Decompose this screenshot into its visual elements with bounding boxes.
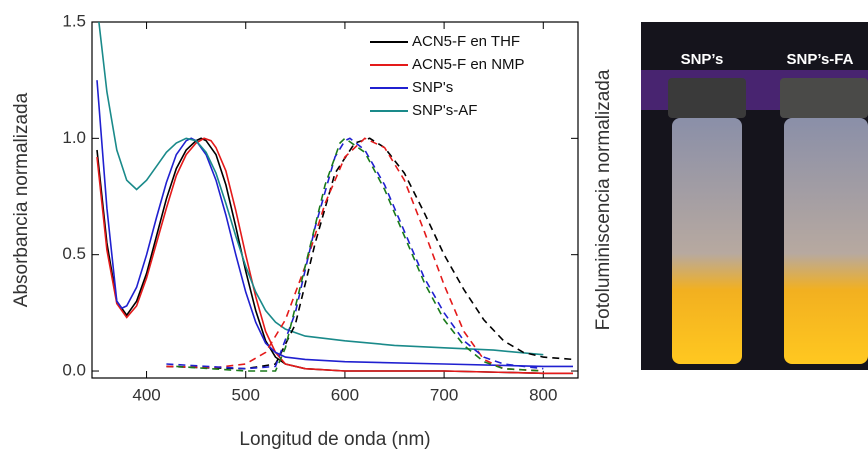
series-line: [166, 137, 544, 372]
x-tick-label: 700: [430, 385, 458, 404]
y-tick-label: 1.0: [62, 128, 86, 147]
x-tick-label: 600: [331, 385, 359, 404]
vial: [672, 118, 742, 364]
legend-label: SNP's-AF: [412, 102, 477, 119]
photo-label: SNP’s: [681, 51, 724, 68]
y-tick-label: 0.0: [62, 361, 86, 380]
photo-label: SNP’s-FA: [787, 51, 854, 68]
y2-axis-label: Fotoluminiscencia normalizada: [593, 69, 614, 330]
legend-label: ACN5-F en THF: [412, 33, 520, 50]
cap: [668, 78, 746, 118]
plot-frame: [91, 21, 579, 379]
x-tick-label: 500: [232, 385, 260, 404]
series-line: [96, 137, 573, 375]
series-line: [166, 137, 544, 370]
legend-label: ACN5-F en NMP: [412, 56, 525, 73]
series-line: [96, 80, 573, 368]
legend-label: SNP's: [412, 79, 453, 96]
x-tick-label: 800: [529, 385, 557, 404]
y-axis-label: Absorbancia normalizada: [11, 92, 32, 307]
series-line: [176, 137, 544, 372]
series-line: [166, 137, 574, 370]
photo: SNP’s SNP’s-FA: [641, 22, 868, 370]
cap: [780, 78, 868, 118]
y-tick-label: 1.5: [62, 11, 86, 30]
vial: [784, 118, 868, 364]
x-axis-label: Longitud de onda (nm): [239, 429, 430, 450]
y-tick-label: 0.5: [62, 244, 86, 263]
series-line: [98, 21, 544, 356]
x-tick-label: 400: [132, 385, 160, 404]
